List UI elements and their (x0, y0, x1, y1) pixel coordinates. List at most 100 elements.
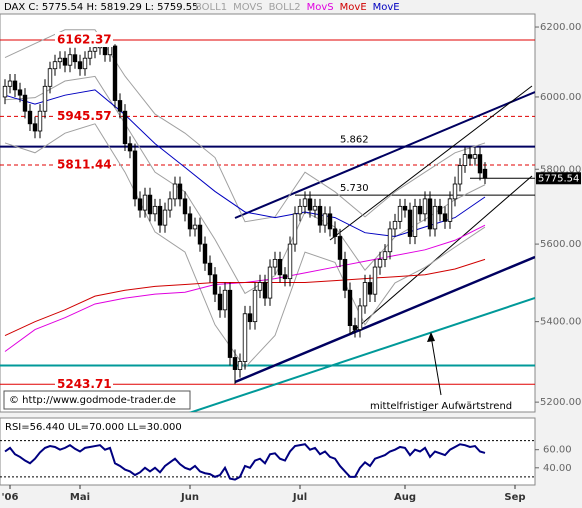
candle-body (197, 224, 203, 245)
overlay-line (4, 258, 486, 336)
candle-body (207, 262, 213, 276)
candle-body (217, 293, 223, 311)
x-tick-label: Aug (394, 492, 416, 503)
candle-body (187, 213, 193, 230)
trend-channel-upper (234, 91, 535, 219)
candle-body (122, 110, 128, 145)
candle-body (42, 85, 48, 112)
candle-body (422, 198, 428, 215)
legend-entry: BOLL2 (269, 2, 301, 13)
y-tick-label: 5800.00 (540, 164, 581, 175)
candle-body (467, 154, 473, 159)
annotation: mittelfristiger Aufwärtstrend (370, 401, 512, 412)
candle-body (437, 205, 443, 215)
candle-body (412, 205, 418, 237)
last-price-box (536, 172, 581, 185)
candle-body (117, 100, 123, 112)
level-label-bg (55, 32, 113, 48)
candle-body (182, 198, 188, 215)
candle-body (7, 80, 13, 87)
candle-body (127, 143, 133, 152)
level-label-bg (55, 108, 113, 124)
candle-body (297, 205, 303, 215)
candle-body (332, 228, 338, 237)
main-plot (0, 29, 535, 412)
candle-body (342, 258, 348, 291)
level-label: 5945.57 (57, 109, 112, 123)
candle-body (232, 357, 238, 370)
legend-entry: BOLL1 (195, 2, 227, 13)
candle-body (357, 305, 363, 330)
candle-body (17, 89, 23, 96)
candle-body (327, 213, 333, 230)
candle-body (192, 224, 198, 230)
candle-body (312, 205, 318, 211)
candle-body (382, 251, 388, 260)
candle-body (337, 236, 343, 260)
candle-body (462, 154, 468, 166)
candle-body (107, 45, 113, 56)
candle-body (22, 94, 28, 112)
trend-line (329, 85, 533, 241)
candle-body (157, 205, 163, 226)
candle-body (302, 198, 308, 207)
annotation-arrowhead (427, 332, 435, 342)
candle-body (137, 198, 143, 211)
candle-body (307, 198, 313, 211)
candle-body (447, 198, 453, 222)
candle-body (322, 213, 328, 226)
candle-body (272, 258, 278, 268)
trend-channel-lower (234, 255, 535, 384)
candle-body (347, 289, 353, 327)
header: DAX C: 5775.54 H: 5819.29 L: 5759.55 BOL… (4, 2, 400, 13)
candle-body (472, 154, 478, 159)
x-tick-label: Jul (292, 492, 307, 503)
candle-body (92, 47, 98, 52)
level-label: 5811.44 (57, 158, 112, 172)
candle-body (417, 205, 423, 215)
candle-body (402, 205, 408, 211)
x-tick-label: '06 (2, 492, 19, 503)
candle-body (267, 266, 273, 299)
x-tick-label: Jun (180, 492, 199, 503)
candle-body (292, 213, 298, 245)
candle-body (142, 194, 148, 211)
x-tick-label: Sep (504, 492, 525, 503)
overlay-line (4, 89, 486, 237)
candle-body (12, 80, 18, 91)
candle-body (132, 150, 138, 200)
candle-body (407, 209, 413, 237)
candle-body (482, 168, 488, 179)
y-tick-label: 5400.00 (540, 317, 581, 328)
candle-body (262, 282, 268, 299)
candle-body (87, 50, 93, 59)
legend-entry: MovE (373, 2, 400, 13)
rsi-plot (0, 440, 535, 481)
candle-body (257, 282, 263, 291)
candle-body (387, 228, 393, 253)
level-label: 5243.71 (57, 377, 112, 391)
y-tick-label: 6000.00 (540, 92, 581, 103)
level-label: 6162.37 (57, 33, 112, 47)
candle-body (152, 205, 158, 215)
candle-body (27, 110, 33, 125)
overlays (4, 29, 486, 369)
candle-body (167, 198, 173, 211)
candle-body (52, 61, 58, 70)
y-tick-label: 60.00 (543, 445, 572, 456)
candle-body (397, 205, 403, 222)
copyright-box (3, 390, 191, 410)
candle-body (37, 110, 43, 132)
candle-body (477, 154, 483, 174)
level-label-bg (55, 157, 113, 173)
last-price-label: 5775.54 (538, 173, 579, 184)
candle-body (2, 85, 8, 98)
candle-body (317, 205, 323, 226)
candle-body (392, 220, 398, 230)
candle-body (47, 68, 53, 87)
y-tick-label: 5200.00 (540, 397, 581, 408)
candle-body (57, 57, 63, 63)
candle-body (67, 54, 73, 66)
copyright: © http://www.godmode-trader.de (9, 395, 176, 406)
